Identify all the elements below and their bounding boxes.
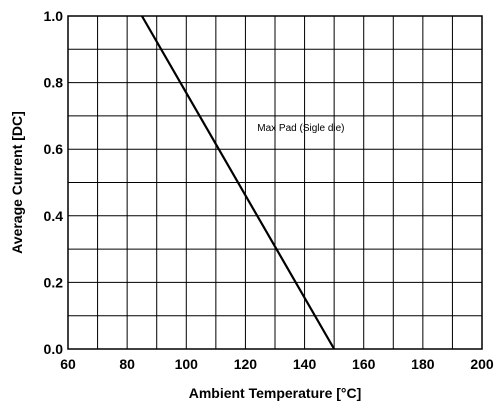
y-tick-label: 0.6: [44, 141, 64, 157]
x-tick-label: 140: [293, 356, 317, 372]
grid: [68, 16, 482, 349]
x-tick-label: 200: [470, 356, 494, 372]
x-tick-label: 60: [60, 356, 76, 372]
x-tick-label: 180: [411, 356, 435, 372]
y-tick-label: 0.8: [44, 75, 64, 91]
y-axis-title: Average Current [DC]: [9, 111, 25, 254]
y-tick-label: 0.0: [44, 341, 64, 357]
x-axis-title: Ambient Temperature [°C]: [189, 385, 362, 401]
x-tick-label: 100: [175, 356, 199, 372]
annotations: Max Pad (Sigle die): [257, 123, 344, 134]
x-tick-label: 160: [352, 356, 376, 372]
plot-frame: [67, 15, 483, 350]
tick-labels: 60 80 100 120 140 160 180 200 0.0 0.2 0.4 0.6 0.8 1.0: [44, 8, 494, 372]
y-tick-label: 0.4: [44, 208, 64, 224]
x-tick-label: 80: [119, 356, 135, 372]
series-layer: [140, 15, 336, 350]
x-tick-label: 120: [234, 356, 258, 372]
y-tick-label: 0.2: [44, 274, 64, 290]
annotation-label: Max Pad (Sigle die): [257, 123, 344, 134]
series-line: [140, 15, 336, 350]
y-tick-label: 1.0: [44, 8, 64, 24]
